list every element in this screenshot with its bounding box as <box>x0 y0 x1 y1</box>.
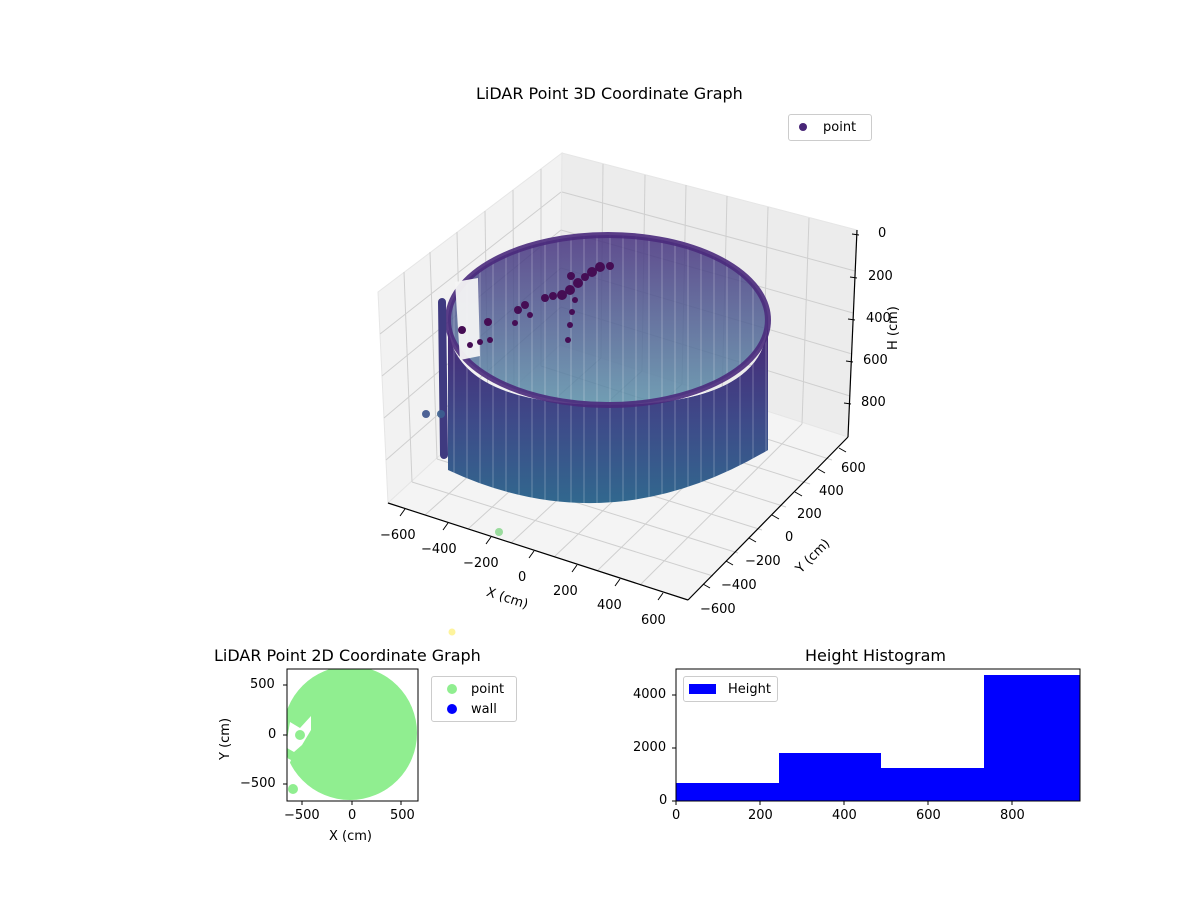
hist-bar <box>779 753 881 801</box>
x-tick: 0 <box>672 808 681 823</box>
y-tick: 200 <box>797 507 822 522</box>
y-tick: −400 <box>721 578 757 593</box>
histogram-legend: Height <box>683 676 778 702</box>
x-tick: 200 <box>748 808 773 823</box>
legend-wall-label: wall <box>471 701 497 717</box>
x-tick: −500 <box>284 808 320 823</box>
hist-bar <box>676 783 779 801</box>
plot-2d-title: LiDAR Point 2D Coordinate Graph <box>214 646 481 665</box>
x-tick: −200 <box>463 556 499 571</box>
plot-3d-legend: point <box>788 114 872 141</box>
z-tick: 400 <box>866 311 891 326</box>
hist-bar <box>881 768 984 801</box>
y-tick: −500 <box>240 776 276 791</box>
legend-point-label: point <box>823 119 857 135</box>
x-tick: 600 <box>916 808 941 823</box>
y-tick: 0 <box>268 727 277 742</box>
x-tick: 200 <box>553 584 578 599</box>
x-tick: 0 <box>348 808 357 823</box>
x-tick: 500 <box>390 808 415 823</box>
x-axis-label: X (cm) <box>329 829 372 844</box>
z-tick: 800 <box>861 395 886 410</box>
y-tick: 0 <box>785 530 794 545</box>
x-tick: −400 <box>421 542 457 557</box>
y-tick: 600 <box>841 461 866 476</box>
x-axis-line <box>387 502 689 601</box>
point-cloud-cylinder <box>422 232 771 504</box>
x-tick: 400 <box>597 598 622 613</box>
y-axis-label: Y (cm) <box>218 717 233 760</box>
plot-3d-canvas <box>377 151 860 636</box>
x-tick: 600 <box>641 613 666 628</box>
legend-point-marker <box>447 684 457 694</box>
point-disk <box>287 669 417 800</box>
x-tick: 800 <box>1000 808 1025 823</box>
y-tick: 0 <box>659 793 668 808</box>
y-tick: 400 <box>819 484 844 499</box>
outlier-point-yellow <box>448 628 456 636</box>
legend-height-swatch <box>689 684 717 694</box>
y-axis-line <box>687 436 849 601</box>
z-tick: 600 <box>863 353 888 368</box>
z-tick: 200 <box>868 269 893 284</box>
legend-height-label: Height <box>728 681 771 697</box>
plot-2d-legend: point wall <box>431 676 517 722</box>
x-tick: 400 <box>832 808 857 823</box>
outlier-point-green <box>495 528 503 536</box>
histogram-title: Height Histogram <box>805 646 946 665</box>
legend-point-marker <box>799 123 807 131</box>
legend-wall-marker <box>447 704 457 714</box>
z-axis-line <box>847 229 858 438</box>
plot-3d-title: LiDAR Point 3D Coordinate Graph <box>476 84 743 103</box>
y-tick: 2000 <box>633 740 667 755</box>
y-tick: −200 <box>745 554 781 569</box>
z-tick: 0 <box>878 226 887 241</box>
y-tick: 500 <box>250 677 275 692</box>
y-tick: 4000 <box>633 687 667 702</box>
x-tick: 0 <box>518 570 527 585</box>
z-axis-label: H (cm) <box>886 306 901 350</box>
x-tick: −600 <box>380 528 416 543</box>
y-tick: −600 <box>700 602 736 617</box>
hist-bar <box>984 675 1080 801</box>
legend-point-label: point <box>471 681 505 697</box>
